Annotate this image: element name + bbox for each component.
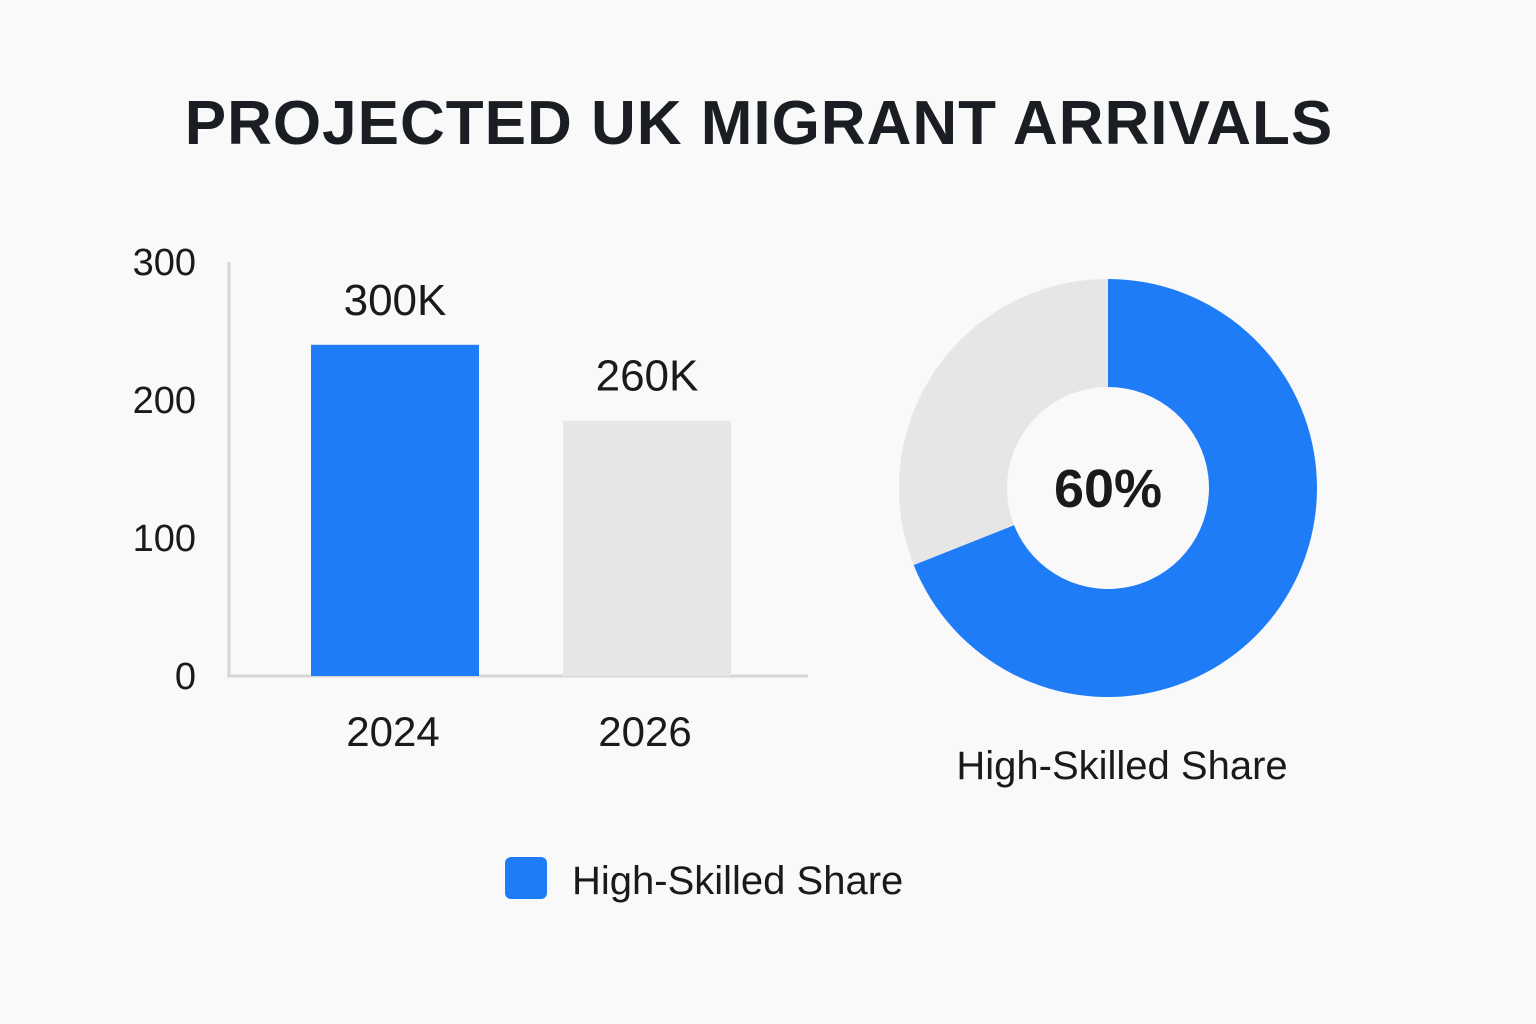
donut-slice-remainder [899, 279, 1108, 565]
data-labels: 300K 260K [344, 276, 699, 401]
legend-label: High-Skilled Share [572, 859, 903, 903]
page-title: PROJECTED UK MIGRANT ARRIVALS [184, 89, 1334, 158]
bar-2024 [311, 344, 479, 676]
bars [311, 344, 731, 676]
donut-slices [899, 279, 1317, 697]
legend: High-Skilled Share [505, 857, 903, 903]
bar-2026 [563, 420, 731, 676]
donut-slice-high-skilled [913, 279, 1317, 697]
category-labels: 2024 2026 [346, 708, 691, 755]
y-tick-label: 100 [133, 518, 196, 560]
y-tick-label: 0 [175, 656, 196, 698]
y-tick-label: 200 [133, 380, 196, 422]
data-label-2024: 300K [344, 276, 447, 325]
donut-center-label: 60% [1054, 459, 1162, 519]
category-label-2026: 2026 [598, 708, 691, 755]
category-label-2024: 2024 [346, 708, 439, 755]
bar-chart: 300 200 100 0 300K 260K 2024 2026 [133, 242, 808, 755]
donut-chart: 60% High-Skilled Share [899, 279, 1317, 788]
data-label-2026: 260K [596, 352, 699, 401]
y-tick-label: 300 [133, 242, 196, 284]
legend-swatch [505, 857, 547, 899]
y-tick-labels: 300 200 100 0 [133, 242, 196, 698]
donut-caption: High-Skilled Share [956, 744, 1287, 788]
